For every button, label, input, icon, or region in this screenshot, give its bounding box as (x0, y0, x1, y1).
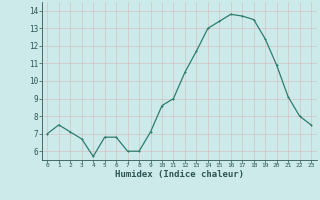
X-axis label: Humidex (Indice chaleur): Humidex (Indice chaleur) (115, 170, 244, 179)
